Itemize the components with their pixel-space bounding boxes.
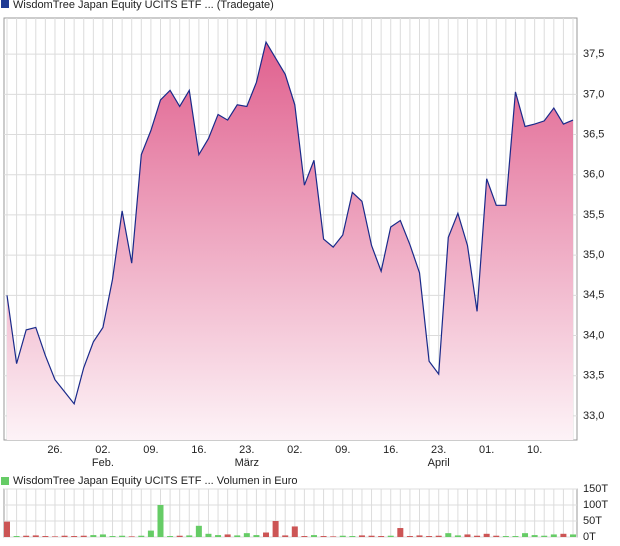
x-tick-label: 09. bbox=[143, 444, 158, 456]
bar bbox=[570, 534, 576, 537]
bar bbox=[32, 535, 39, 537]
bar bbox=[176, 535, 183, 537]
x-month-label: März bbox=[235, 457, 259, 469]
bar bbox=[483, 533, 490, 537]
bar bbox=[186, 535, 193, 537]
bar bbox=[167, 536, 174, 537]
y-tick-label: 33,5 bbox=[583, 370, 604, 382]
bar bbox=[339, 535, 346, 537]
legend-swatch bbox=[1, 477, 9, 485]
line bbox=[6, 40, 574, 406]
bar bbox=[301, 536, 308, 537]
bar bbox=[358, 535, 365, 537]
x-tick-label: 02. bbox=[95, 444, 110, 456]
bar bbox=[464, 534, 471, 537]
bar bbox=[13, 536, 20, 537]
bar bbox=[263, 532, 270, 537]
bar bbox=[90, 535, 97, 537]
bar bbox=[80, 535, 87, 537]
y-tick-label: 35,0 bbox=[583, 249, 604, 261]
bar bbox=[397, 528, 404, 537]
y-tick-label: 37,5 bbox=[583, 48, 604, 60]
bar bbox=[119, 535, 126, 537]
y-tick-label: 150T bbox=[583, 483, 608, 495]
bar bbox=[454, 535, 461, 537]
bar bbox=[205, 533, 212, 537]
bar bbox=[147, 530, 154, 537]
x-tick-label: 16. bbox=[191, 444, 206, 456]
bar bbox=[310, 535, 317, 537]
legend-swatch bbox=[1, 0, 9, 8]
x-tick-label: 16. bbox=[383, 444, 398, 456]
bar bbox=[282, 535, 289, 537]
bar bbox=[51, 536, 58, 537]
bar bbox=[522, 533, 529, 537]
bar bbox=[493, 535, 500, 537]
y-tick-label: 50T bbox=[583, 515, 602, 527]
bar bbox=[531, 535, 538, 537]
bar bbox=[445, 533, 452, 537]
y-tick-label: 33,0 bbox=[583, 410, 604, 422]
bar bbox=[349, 536, 356, 537]
bar bbox=[435, 535, 442, 537]
x-tick-label: 02. bbox=[287, 444, 302, 456]
x-tick-label: 09. bbox=[335, 444, 350, 456]
legend-label: WisdomTree Japan Equity UCITS ETF ... (T… bbox=[13, 0, 274, 11]
bar bbox=[406, 536, 413, 537]
x-month-label: April bbox=[428, 457, 450, 469]
bar bbox=[474, 535, 481, 537]
bar bbox=[416, 535, 423, 537]
x-month-label: Feb. bbox=[92, 457, 114, 469]
y-tick-label: 100T bbox=[583, 499, 608, 511]
x-tick-label: 26. bbox=[47, 444, 62, 456]
bar bbox=[512, 536, 519, 537]
bar bbox=[128, 536, 135, 537]
bar bbox=[157, 505, 164, 537]
bar bbox=[61, 535, 68, 537]
y-tick-label: 34,0 bbox=[583, 329, 604, 341]
area bbox=[7, 42, 573, 440]
bar bbox=[387, 535, 394, 537]
bar bbox=[109, 536, 116, 537]
bar bbox=[330, 536, 337, 537]
y-tick-label: 36,0 bbox=[583, 169, 604, 181]
bar bbox=[426, 536, 433, 537]
x-tick-label: 10. bbox=[527, 444, 542, 456]
bar bbox=[253, 535, 260, 537]
bar bbox=[502, 536, 509, 537]
bar bbox=[320, 536, 327, 537]
bar bbox=[378, 536, 385, 537]
bar bbox=[560, 533, 567, 537]
bar bbox=[272, 521, 279, 537]
bar bbox=[23, 535, 30, 537]
bar bbox=[243, 533, 250, 537]
bar bbox=[550, 534, 557, 537]
legend-label: WisdomTree Japan Equity UCITS ETF ... Vo… bbox=[13, 475, 297, 487]
bar bbox=[291, 526, 298, 537]
y-tick-label: 34,5 bbox=[583, 289, 604, 301]
bar bbox=[195, 525, 202, 537]
bar bbox=[138, 535, 145, 537]
plot-area bbox=[3, 488, 578, 538]
y-tick-label: 0T bbox=[583, 531, 596, 543]
x-tick-label: 01. bbox=[479, 444, 494, 456]
bar bbox=[541, 535, 548, 537]
bar bbox=[42, 536, 49, 537]
bar bbox=[99, 534, 106, 537]
bar bbox=[368, 535, 375, 537]
bar bbox=[234, 535, 241, 537]
y-tick-label: 35,5 bbox=[583, 209, 604, 221]
bar bbox=[71, 536, 78, 537]
y-tick-label: 36,5 bbox=[583, 128, 604, 140]
bar bbox=[4, 521, 10, 537]
bar bbox=[215, 535, 222, 537]
y-tick-label: 37,0 bbox=[583, 88, 604, 100]
bar bbox=[224, 534, 231, 537]
x-tick-label: 23. bbox=[431, 444, 446, 456]
x-tick-label: 23. bbox=[239, 444, 254, 456]
